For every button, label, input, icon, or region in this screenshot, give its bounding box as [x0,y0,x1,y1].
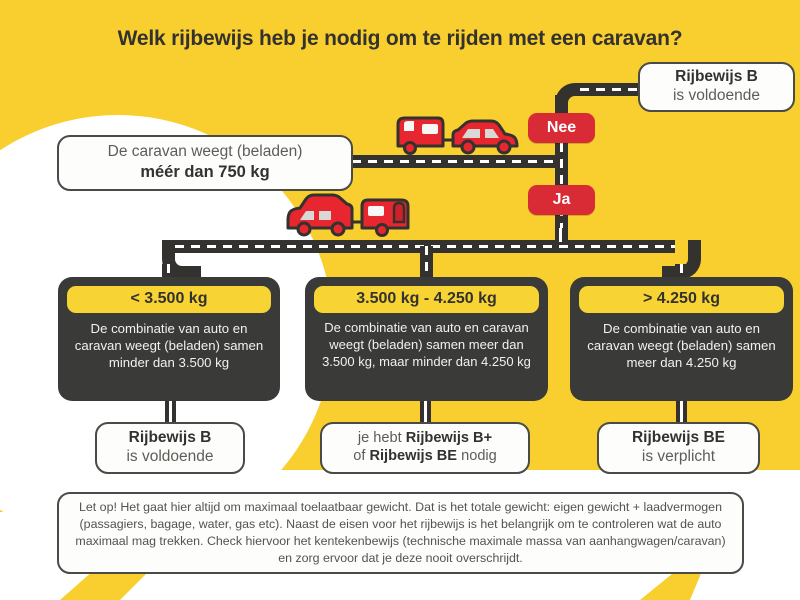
road-dash [167,264,170,280]
road-dash [680,264,683,280]
option-card-1: < 3.500 kg De combinatie van auto en car… [58,277,280,401]
result-2-line-2: of Rijbewijs BE nodig [353,448,497,466]
option-card-3-body: De combinatie van auto en caravan weegt … [587,321,776,371]
result-2-line-2-bold: Rijbewijs BE [369,448,458,464]
road-stub-trunk-join [555,228,566,242]
road-drop-right [675,264,688,280]
option-card-3: > 4.250 kg De combinatie van auto en car… [570,277,793,401]
option-card-2-body: De combinatie van auto en caravan weegt … [322,320,531,369]
connector-card1-result1 [165,401,176,422]
result-1-line-2: is voldoende [126,448,214,465]
result-2-line-1-bold: Rijbewijs B+ [405,430,493,447]
option-card-1-body: De combinatie van auto en caravan weegt … [74,321,264,371]
result-callout-3: Rijbewijs BE is verplicht [597,422,760,474]
connector-card3-result3 [676,401,687,422]
question-line-2: méér dan 750 kg [140,163,270,182]
road-drop-left [162,264,175,280]
answer-top-callout: Rijbewijs B is voldoende [638,62,795,112]
result-3-line-1: Rijbewijs BE [631,429,726,447]
road-drop-middle [420,246,433,280]
branch-badge-yes: Ja [528,185,595,215]
option-card-2: 3.500 kg - 4.250 kg De combinatie van au… [305,277,548,401]
footnote-text: Let op! Het gaat hier altijd om maximaal… [75,500,726,565]
option-card-1-header: < 3.500 kg [67,286,271,313]
result-callout-2: je hebt Rijbewijs B+ of Rijbewijs BE nod… [320,422,530,474]
caravan-and-car-icon-top [396,116,519,155]
question-callout: De caravan weegt (beladen) méér dan 750 … [57,135,353,191]
road-question-to-trunk [352,155,556,168]
result-callout-1: Rijbewijs B is voldoende [95,422,245,474]
answer-top-line-2: is voldoende [672,87,761,104]
page-title: Welk rijbewijs heb je nodig om te rijden… [117,27,683,50]
road-dash [352,160,556,163]
question-line-1: De caravan weegt (beladen) [107,143,303,161]
connector-card2-result2 [420,401,431,422]
road-to-answer-top [580,83,642,96]
result-1-line-1: Rijbewijs B [128,429,212,447]
footnote-callout: Let op! Het gaat hier altijd om maximaal… [57,492,744,574]
result-2-line-2-post: nodig [457,448,497,464]
answer-top-line-1: Rijbewijs B [675,68,758,86]
result-2-line-2-pre: of [353,448,370,464]
result-2-line-1: je hebt Rijbewijs B+ [358,430,492,448]
road-dash [580,88,642,91]
branch-badge-no: Nee [528,113,595,143]
road-dash [425,246,428,280]
option-card-2-header: 3.500 kg - 4.250 kg [314,286,539,313]
result-3-line-2: is verplicht [641,448,716,465]
car-towing-caravan-icon-middle [286,193,410,237]
result-2-line-1-pre: je hebt [357,430,406,447]
road-dash [560,95,563,245]
option-card-3-header: > 4.250 kg [579,286,784,313]
